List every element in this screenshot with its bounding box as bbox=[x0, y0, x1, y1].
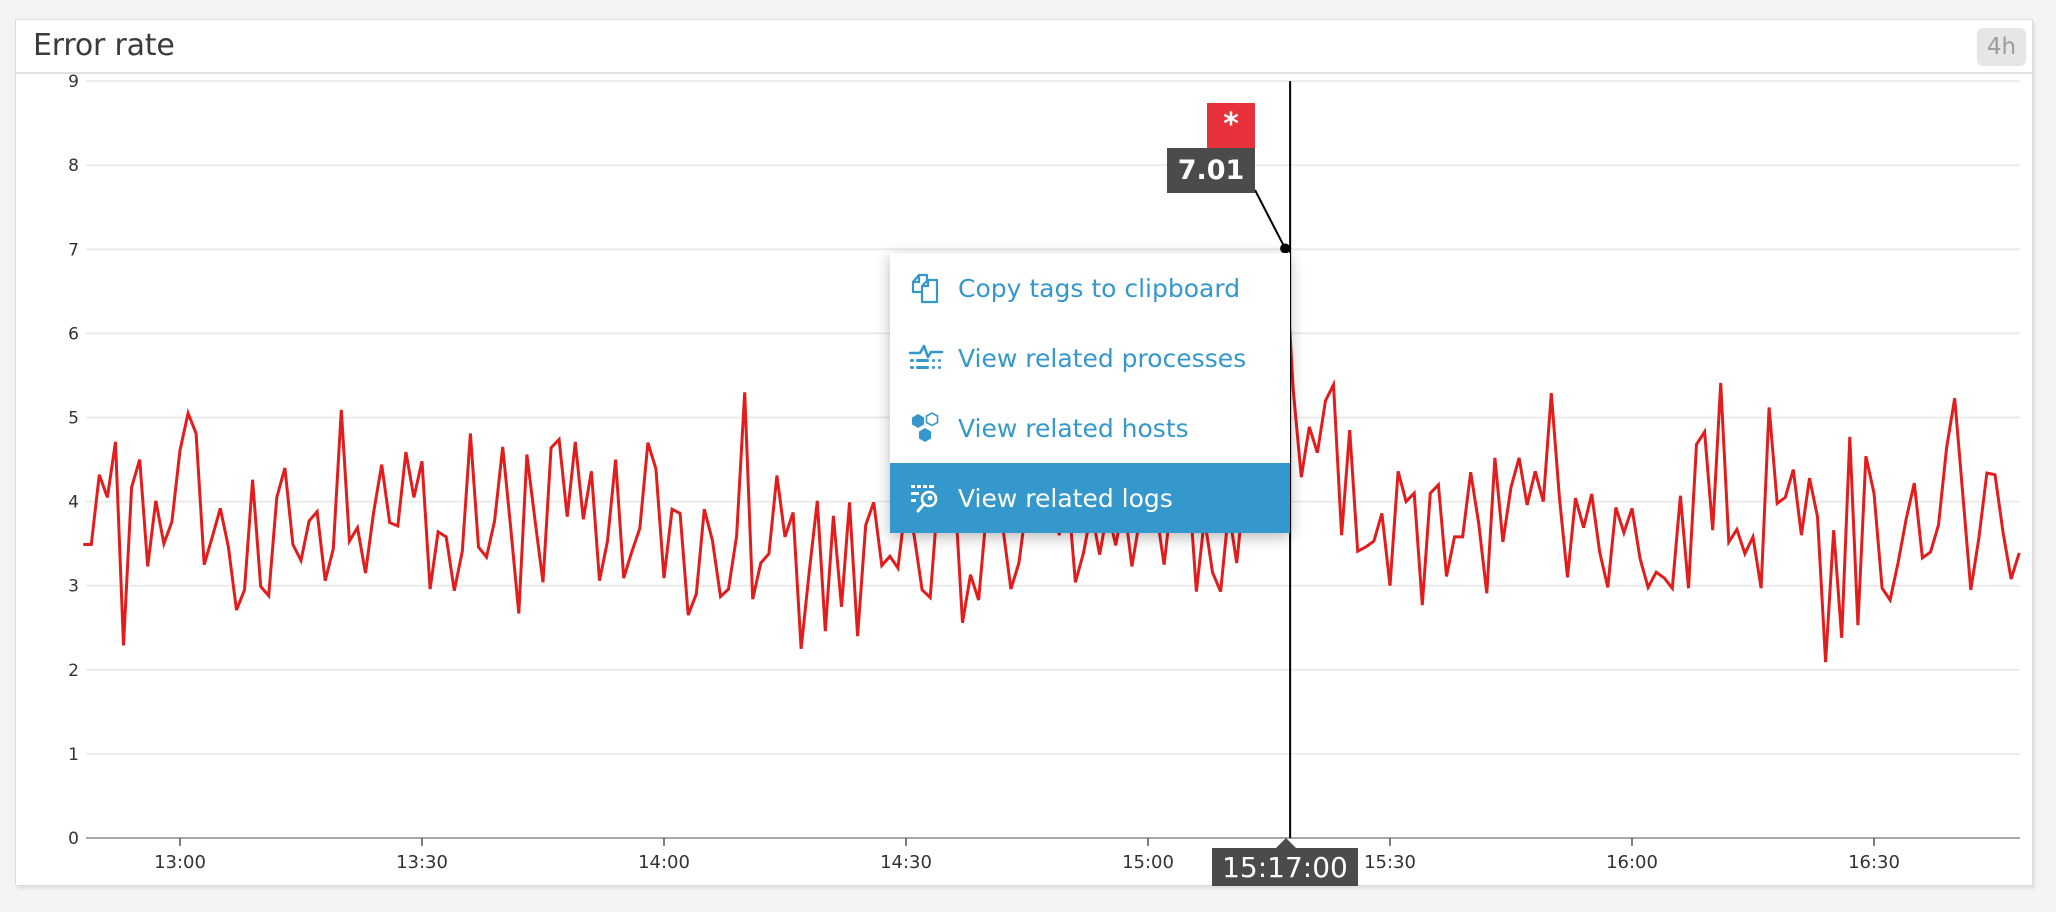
hosts-icon bbox=[912, 412, 939, 442]
event-marker-flag[interactable]: * bbox=[1207, 103, 1255, 148]
hover-time-label: 15:17:00 bbox=[1212, 848, 1358, 886]
series-context-menu: Copy tags to clipboard View related proc… bbox=[890, 253, 1290, 533]
y-tick-label: 6 bbox=[68, 324, 79, 344]
x-tick-label: 15:00 bbox=[1122, 852, 1174, 873]
widget-title: Error rate bbox=[33, 28, 175, 63]
y-tick-label: 7 bbox=[68, 240, 79, 260]
logs-icon bbox=[911, 485, 938, 513]
x-axis: 13:00 13:30 14:00 14:30 15:00 15:30 16:00 16:30 bbox=[86, 837, 2020, 873]
menu-item-related-hosts[interactable]: View related hosts bbox=[890, 393, 1290, 463]
x-tick-label: 13:00 bbox=[154, 852, 206, 873]
y-tick-label: 4 bbox=[68, 493, 79, 513]
menu-item-related-processes[interactable]: View related processes bbox=[890, 323, 1290, 393]
menu-item-label: View related processes bbox=[958, 343, 1247, 373]
widget-header: Error rate 4h bbox=[16, 20, 2032, 74]
timeframe-badge[interactable]: 4h bbox=[1977, 28, 2026, 66]
menu-item-label: View related logs bbox=[958, 483, 1173, 513]
y-tick-label: 8 bbox=[68, 156, 79, 176]
y-axis: 0 1 2 3 4 5 6 7 8 9 bbox=[68, 72, 79, 849]
time-label-caret bbox=[1276, 838, 1296, 848]
x-tick-label: 13:30 bbox=[396, 852, 448, 873]
processes-icon bbox=[908, 344, 944, 369]
copy-icon bbox=[911, 273, 939, 304]
x-tick-label: 15:30 bbox=[1364, 852, 1416, 873]
x-tick-label: 16:30 bbox=[1848, 852, 1900, 873]
x-tick-label: 14:30 bbox=[880, 852, 932, 873]
menu-item-label: Copy tags to clipboard bbox=[958, 273, 1241, 303]
y-tick-label: 2 bbox=[68, 661, 79, 681]
x-tick-label: 16:00 bbox=[1606, 852, 1658, 873]
y-tick-label: 5 bbox=[68, 409, 79, 429]
menu-item-related-logs[interactable]: View related logs bbox=[890, 463, 1290, 533]
y-tick-label: 9 bbox=[68, 72, 79, 92]
value-label-connector bbox=[1254, 189, 1287, 249]
y-tick-label: 3 bbox=[68, 577, 79, 597]
y-tick-label: 0 bbox=[68, 829, 79, 849]
y-tick-label: 1 bbox=[68, 745, 79, 765]
menu-item-copy-tags[interactable]: Copy tags to clipboard bbox=[890, 253, 1290, 323]
menu-item-label: View related hosts bbox=[958, 413, 1189, 443]
x-tick-label: 14:00 bbox=[638, 852, 690, 873]
hover-point bbox=[1280, 243, 1291, 254]
hover-value-label: 7.01 bbox=[1167, 148, 1255, 193]
